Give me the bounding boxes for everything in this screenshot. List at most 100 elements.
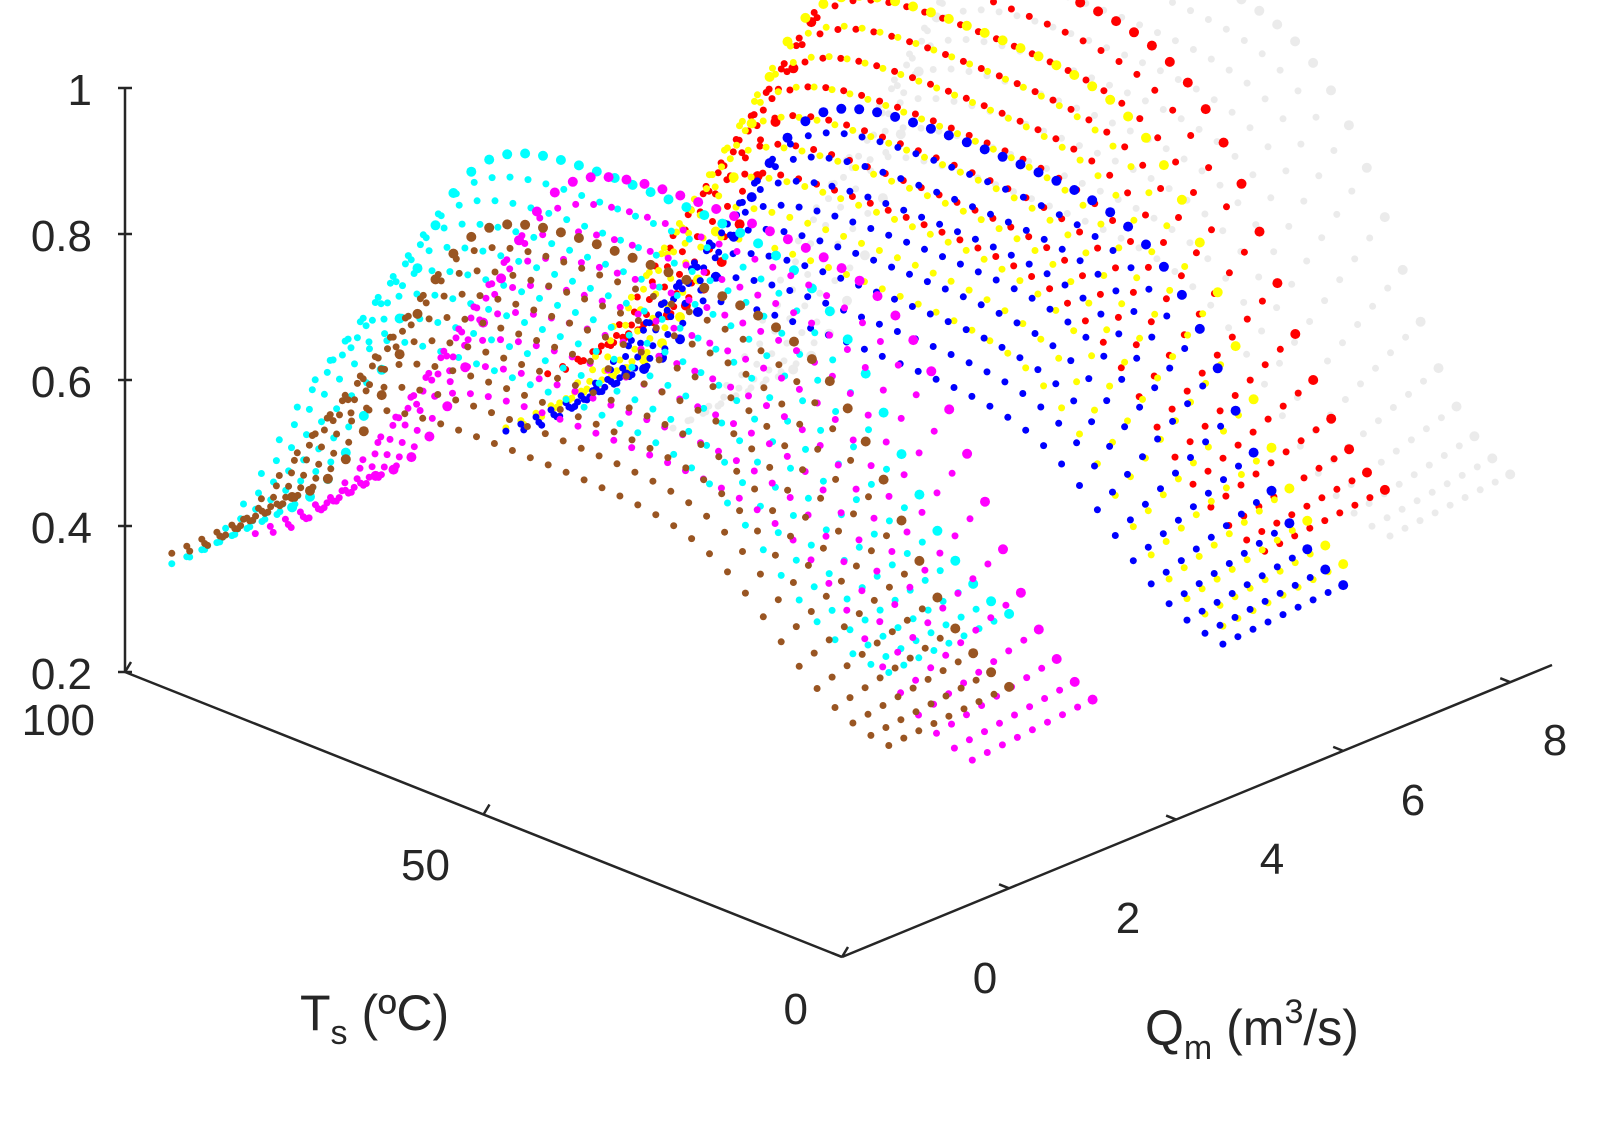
data-point	[810, 649, 818, 657]
data-point	[900, 504, 908, 512]
data-point	[957, 639, 965, 647]
data-point	[416, 386, 424, 394]
data-point	[810, 146, 818, 153]
data-point	[936, 634, 944, 642]
data-point	[771, 244, 779, 252]
data-point	[1294, 603, 1302, 611]
data-point	[1013, 12, 1021, 20]
data-point	[759, 203, 767, 210]
data-point	[1297, 437, 1305, 445]
data-point	[275, 436, 283, 444]
data-point	[399, 282, 406, 290]
data-point	[473, 197, 481, 205]
data-point	[816, 30, 824, 38]
data-point	[741, 589, 749, 597]
data-point	[908, 223, 916, 231]
data-point	[1124, 470, 1131, 478]
data-point	[574, 398, 582, 406]
data-point	[366, 381, 373, 389]
data-point	[804, 219, 812, 227]
data-point	[850, 510, 857, 518]
data-point	[726, 155, 734, 163]
data-point	[619, 364, 627, 372]
data-point	[778, 400, 786, 408]
data-point	[614, 278, 622, 286]
data-point	[840, 558, 848, 566]
data-point	[580, 357, 587, 365]
data-point	[1031, 247, 1039, 254]
data-point	[825, 116, 833, 124]
data-point	[500, 354, 508, 362]
data-point	[1025, 233, 1033, 241]
data-point	[735, 227, 746, 238]
data-point	[1341, 396, 1349, 403]
data-point	[1379, 212, 1390, 223]
data-point	[867, 133, 875, 141]
data-point	[470, 178, 478, 186]
data-point	[813, 116, 821, 124]
data-point	[359, 314, 367, 322]
data-point	[718, 490, 726, 498]
data-point	[1061, 186, 1069, 194]
data-point	[515, 257, 523, 265]
data-point	[1222, 484, 1230, 492]
data-point	[428, 414, 436, 422]
data-point	[734, 219, 745, 230]
data-point	[532, 342, 540, 350]
data-point	[186, 547, 194, 555]
data-point	[878, 474, 889, 485]
data-point	[1076, 228, 1084, 236]
data-point	[1126, 516, 1134, 524]
data-point	[1192, 249, 1200, 257]
data-point	[652, 439, 660, 447]
data-point	[497, 324, 505, 332]
data-point	[921, 566, 929, 574]
data-point	[703, 244, 711, 252]
data-point	[267, 503, 275, 511]
data-point	[882, 102, 890, 109]
data-point	[715, 248, 723, 256]
data-point	[876, 28, 884, 36]
data-point	[807, 257, 815, 265]
data-point	[1087, 195, 1098, 206]
data-point	[613, 367, 621, 375]
data-point	[1343, 120, 1354, 131]
data-point	[792, 360, 800, 368]
data-point	[921, 576, 929, 584]
data-point	[664, 254, 672, 262]
data-point	[1061, 281, 1069, 289]
data-point	[1288, 511, 1296, 519]
data-point	[347, 344, 355, 352]
data-point	[688, 535, 696, 543]
data-point	[852, 496, 860, 504]
data-point	[744, 146, 752, 154]
data-point	[846, 694, 854, 702]
data-point	[876, 138, 884, 146]
data-point	[1087, 81, 1098, 92]
data-point	[446, 378, 454, 386]
data-point	[607, 337, 615, 345]
data-point	[852, 249, 860, 257]
data-point	[894, 693, 902, 701]
data-point	[1064, 231, 1072, 239]
data-point	[1505, 469, 1516, 480]
data-point	[825, 570, 833, 578]
data-point	[861, 127, 868, 135]
data-point	[858, 91, 866, 99]
data-point	[756, 186, 764, 193]
data-point	[724, 202, 731, 210]
data-point	[1144, 507, 1152, 515]
data-point	[896, 449, 907, 460]
data-point	[536, 294, 543, 302]
data-point	[1473, 463, 1481, 471]
data-point	[595, 452, 603, 460]
data-point	[890, 0, 901, 7]
data-point	[204, 541, 212, 549]
data-point	[819, 54, 827, 62]
data-point	[897, 175, 905, 183]
data-point	[1132, 341, 1140, 349]
data-point	[1055, 419, 1063, 427]
data-point	[452, 334, 460, 342]
data-point	[816, 152, 824, 160]
data-point	[554, 301, 561, 309]
